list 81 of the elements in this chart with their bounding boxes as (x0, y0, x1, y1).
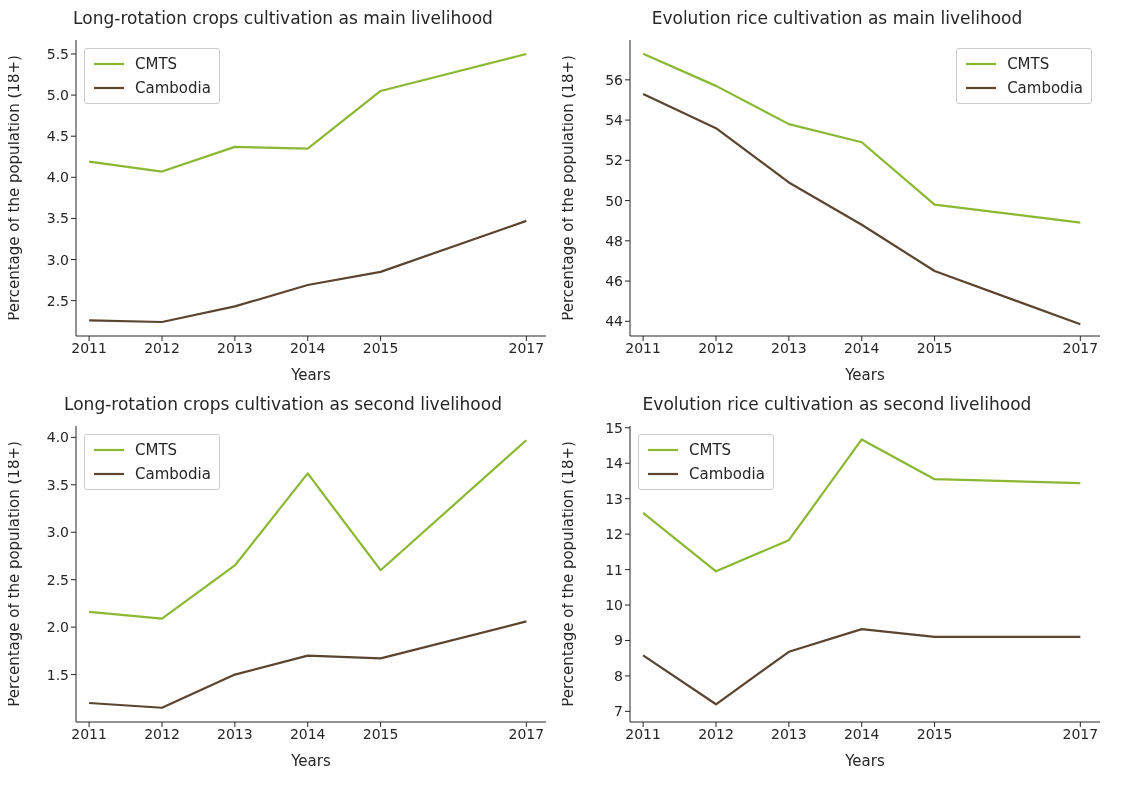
x-tick-label: 2015 (362, 725, 399, 742)
x-tick-label: 2011 (71, 725, 107, 742)
y-tick-label: 1.5 (46, 666, 69, 683)
y-axis-title: Percentage of the population (18+) (559, 441, 578, 707)
x-tick-label: 2014 (289, 725, 326, 742)
x-tick-label: 2012 (144, 339, 180, 356)
y-tick-label: 5.0 (46, 87, 69, 104)
x-tick-label: 2011 (625, 339, 661, 356)
chart-title: Evolution rice cultivation as main livelihood (650, 8, 1024, 30)
y-tick-label: 44 (605, 313, 624, 330)
line-series (642, 438, 1082, 573)
y-axis-title: Percentage of the population (18+) (559, 55, 578, 321)
x-axis-title: Years (844, 366, 885, 384)
y-tick-label: 54 (605, 112, 624, 129)
x-tick-label: 2015 (916, 725, 953, 742)
x-tick-label: 2012 (698, 725, 734, 742)
x-tick-label: 2012 (698, 339, 734, 356)
chart-title: Evolution rice cultivation as second livelihood (641, 394, 1033, 416)
chart-title: Long-rotation crops cultivation as second livelihood (63, 394, 503, 416)
x-tick-label: 2017 (508, 725, 545, 742)
x-tick-label: 2011 (71, 339, 107, 356)
line-series (642, 628, 1082, 706)
x-tick-label: 2014 (289, 339, 326, 356)
legend-label: Cambodia (689, 465, 765, 483)
y-tick-label: 46 (605, 273, 624, 290)
y-tick-label: 4.5 (46, 128, 69, 145)
y-tick-label: 11 (605, 561, 623, 578)
y-tick-label: 5.5 (46, 45, 69, 62)
y-tick-label: 12 (605, 526, 623, 543)
y-tick-label: 8 (614, 667, 623, 684)
y-tick-label: 56 (605, 71, 624, 88)
x-tick-label: 2014 (843, 725, 880, 742)
legend-label: CMTS (1007, 55, 1050, 73)
y-tick-label: 48 (605, 232, 623, 249)
x-tick-label: 2017 (508, 339, 545, 356)
line-series (88, 52, 528, 173)
line-series (642, 92, 1082, 326)
y-tick-label: 2.5 (46, 292, 69, 309)
y-tick-label: 7 (614, 703, 623, 720)
legend-label: Cambodia (135, 465, 211, 483)
y-tick-label: 15 (605, 419, 623, 436)
legend-label: CMTS (135, 441, 178, 459)
x-axis-title: Years (844, 752, 885, 770)
y-tick-label: 2.5 (46, 571, 69, 588)
x-tick-label: 2013 (217, 725, 253, 742)
y-tick-label: 3.5 (46, 476, 69, 493)
y-tick-label: 52 (605, 152, 623, 169)
line-series (642, 52, 1082, 224)
y-tick-label: 9 (614, 632, 623, 649)
y-tick-label: 3.0 (46, 251, 69, 268)
x-tick-label: 2014 (843, 339, 880, 356)
x-tick-label: 2017 (1062, 339, 1099, 356)
x-axis-title: Years (290, 752, 331, 770)
x-axis-title: Years (290, 366, 331, 384)
x-tick-label: 2013 (771, 339, 807, 356)
legend-label: CMTS (135, 55, 178, 73)
x-tick-label: 2017 (1062, 725, 1099, 742)
y-axis-title: Percentage of the population (18+) (5, 441, 24, 707)
x-tick-label: 2015 (362, 339, 399, 356)
y-tick-label: 50 (605, 192, 623, 209)
line-series (88, 219, 528, 324)
x-tick-label: 2013 (217, 339, 253, 356)
y-tick-label: 13 (605, 490, 623, 507)
line-series (88, 620, 528, 709)
legend-label: Cambodia (1007, 79, 1083, 97)
y-tick-label: 4.0 (46, 429, 69, 446)
y-tick-label: 3.5 (46, 210, 69, 227)
y-tick-label: 3.0 (46, 524, 69, 541)
x-tick-label: 2012 (144, 725, 180, 742)
x-tick-label: 2013 (771, 725, 807, 742)
y-axis-title: Percentage of the population (18+) (5, 55, 24, 321)
legend-label: CMTS (689, 441, 732, 459)
chart-title: Long-rotation crops cultivation as main livelihood (72, 8, 494, 30)
x-tick-label: 2011 (625, 725, 661, 742)
y-tick-label: 2.0 (46, 619, 69, 636)
y-tick-label: 4.0 (46, 169, 69, 186)
line-series (88, 439, 528, 620)
legend-label: Cambodia (135, 79, 211, 97)
x-tick-label: 2015 (916, 339, 953, 356)
y-tick-label: 10 (605, 596, 623, 613)
y-tick-label: 14 (605, 455, 624, 472)
